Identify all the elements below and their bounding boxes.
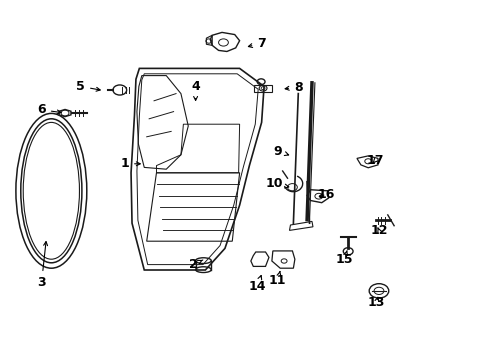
Text: 4: 4 (191, 80, 200, 100)
Text: 8: 8 (285, 81, 302, 94)
Text: 1: 1 (120, 157, 140, 170)
Text: 15: 15 (335, 251, 352, 266)
Text: 17: 17 (366, 154, 384, 167)
Text: 9: 9 (273, 145, 288, 158)
Text: 13: 13 (367, 296, 385, 309)
Text: 10: 10 (264, 177, 288, 190)
Text: 11: 11 (268, 271, 286, 287)
Text: 5: 5 (76, 80, 100, 93)
Text: 16: 16 (317, 188, 335, 201)
Text: 6: 6 (37, 103, 61, 116)
Text: 3: 3 (37, 242, 47, 289)
Text: 14: 14 (248, 275, 265, 293)
Text: 2: 2 (188, 258, 203, 271)
Text: 7: 7 (248, 37, 265, 50)
Text: 12: 12 (369, 224, 387, 237)
